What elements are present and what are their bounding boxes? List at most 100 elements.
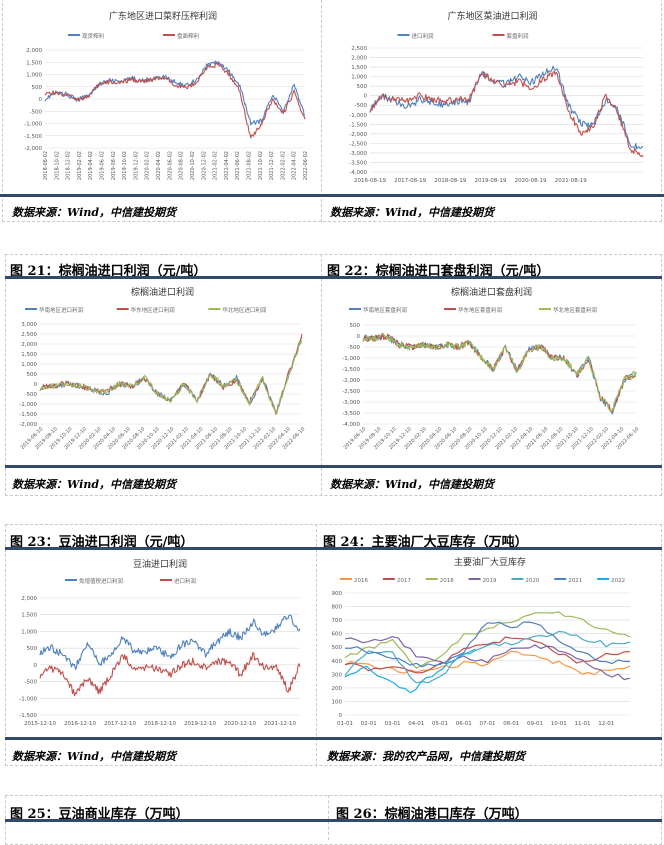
rule xyxy=(0,194,664,197)
rule xyxy=(5,465,662,468)
x-tick-label: 2020-06-02 xyxy=(167,151,173,180)
y-tick-label: 500 xyxy=(332,645,343,651)
y-tick-label: -500 xyxy=(25,680,38,686)
y-tick-label: 0 xyxy=(357,334,361,340)
x-tick-label: 11-01 xyxy=(575,721,591,727)
figure-frame xyxy=(5,524,662,766)
y-tick-label: 2,000 xyxy=(21,342,37,348)
y-tick-label: -2,500 xyxy=(349,141,367,147)
x-tick-label: 2019-12-10 xyxy=(184,721,216,727)
figure-title-21: 图 21：棕榈油进口利润（元/吨） xyxy=(10,264,207,279)
series-line-2018 xyxy=(344,611,631,669)
x-tick-label: 2020-12-10 xyxy=(224,721,256,727)
y-tick-label: 500 xyxy=(357,84,368,90)
figure-frame xyxy=(5,254,662,496)
source-note: 数据来源：Wind，中信建投期货 xyxy=(330,206,495,219)
y-tick-label: 1,000 xyxy=(21,629,37,635)
x-tick-label: 2017-12-10 xyxy=(104,721,136,727)
figure-title-25: 图 25：豆油商业库存（万吨） xyxy=(10,807,189,822)
legend-label: 2020 xyxy=(525,578,539,584)
series-line-套盘利润 xyxy=(369,70,644,158)
divider xyxy=(316,524,317,766)
legend-label: 2018 xyxy=(440,578,454,584)
x-tick-label: 08-01 xyxy=(503,721,519,727)
series-line-2022 xyxy=(344,648,476,694)
y-tick-label: 1,500 xyxy=(21,613,37,619)
legend-label: 现货榨利 xyxy=(82,32,104,40)
figure-title-26: 图 26：棕榈油港口库存（万吨） xyxy=(336,807,528,822)
y-tick-label: 300 xyxy=(332,672,343,678)
series-line-2017 xyxy=(344,636,631,674)
x-tick-label: 2021-06-02 xyxy=(235,151,241,180)
chart-soybean-inventory: 主要油厂大豆库存 2016 2017 2018 2019 2020 2021 2022 900 8… xyxy=(332,556,631,727)
y-tick-label: -2,000 xyxy=(349,132,367,138)
x-tick-label: 2019-04-02 xyxy=(88,151,94,180)
y-tick-label: -3,500 xyxy=(342,411,360,417)
legend-label: 进口利润 xyxy=(174,577,197,585)
y-tick-label: 0 xyxy=(364,94,368,100)
x-tick-label: 2021-12-10 xyxy=(264,721,296,727)
x-tick-label: 12-01 xyxy=(598,721,614,727)
rule xyxy=(5,737,662,740)
x-tick-label: 10-01 xyxy=(551,721,567,727)
y-tick-label: 200 xyxy=(332,686,343,692)
y-tick-label: 1,000 xyxy=(26,73,42,79)
y-tick-label: 800 xyxy=(332,605,343,611)
y-tick-label: 2,000 xyxy=(21,596,37,602)
y-tick-label: 500 xyxy=(27,646,38,652)
y-tick-label: 500 xyxy=(350,323,361,329)
x-tick-label: 2022-02-02 xyxy=(280,151,286,180)
y-tick-label: -1,500 xyxy=(24,134,42,140)
figure-title-22: 图 22：棕榈油进口套盘利润（元/吨） xyxy=(327,264,550,279)
x-tick-label: 02-01 xyxy=(361,721,377,727)
legend-label: 盘面榨利 xyxy=(177,32,199,40)
y-tick-label: -1,500 xyxy=(349,122,367,128)
x-tick-label: 2019-02-02 xyxy=(77,151,83,180)
rule xyxy=(5,276,662,279)
divider xyxy=(321,254,322,496)
x-tick-label: 2022-04-02 xyxy=(292,151,298,180)
series-line-进口利润 xyxy=(369,65,644,150)
x-tick-label: 2020-08-19 xyxy=(515,178,547,184)
x-tick-label: 2021-08-02 xyxy=(246,151,252,180)
x-tick-label: 01-01 xyxy=(337,721,353,727)
x-tick-label: 2021-10-02 xyxy=(258,151,264,180)
source-note: 数据来源：Wind，中信建投期货 xyxy=(12,206,177,219)
y-tick-label: 2,500 xyxy=(21,332,37,338)
x-tick-label: 2018-08-02 xyxy=(43,151,49,180)
x-tick-label: 2019-10-02 xyxy=(122,151,128,180)
y-tick-label: 2,000 xyxy=(351,56,367,62)
x-tick-label: 2021-02-02 xyxy=(213,151,219,180)
y-tick-label: 0 xyxy=(34,663,38,669)
chart-title: 棕榈油进口利润 xyxy=(131,286,194,298)
y-tick-label: 500 xyxy=(27,372,38,378)
y-tick-label: 500 xyxy=(32,85,43,91)
y-tick-label: 1,500 xyxy=(351,65,367,71)
legend-label: 华南地区套盘利润 xyxy=(363,306,408,314)
y-tick-label: 1,500 xyxy=(26,60,42,66)
x-tick-label: 2020-08-02 xyxy=(179,151,185,180)
x-tick-label: 07-01 xyxy=(480,721,496,727)
series-line-2020 xyxy=(344,630,631,684)
x-tick-label: 2021-04-02 xyxy=(224,151,230,180)
x-tick-label: 2019-12-02 xyxy=(133,151,139,180)
y-tick-label: -1,000 xyxy=(19,696,37,702)
legend-label: 华北地区套盘利润 xyxy=(553,306,598,314)
x-tick-label: 03-01 xyxy=(385,721,401,727)
series-line-2016 xyxy=(344,650,631,676)
divider xyxy=(321,0,322,222)
series-line-免增值税进口利润 xyxy=(39,614,301,670)
x-tick-label: 2018-08-19 xyxy=(434,178,466,184)
figure-title-23: 图 23：豆油进口利润（元/吨） xyxy=(10,535,194,550)
series-line-华北地区套盘利润 xyxy=(362,333,637,413)
x-tick-label: 2020-12-02 xyxy=(201,151,207,180)
y-tick-label: 0 xyxy=(339,713,343,719)
y-tick-label: 0 xyxy=(34,382,38,388)
y-tick-label: 2,500 xyxy=(351,46,367,52)
x-tick-label: 2019-08-02 xyxy=(111,151,117,180)
chart-title: 主要油厂大豆库存 xyxy=(454,556,526,568)
y-tick-label: -1,000 xyxy=(349,113,367,119)
